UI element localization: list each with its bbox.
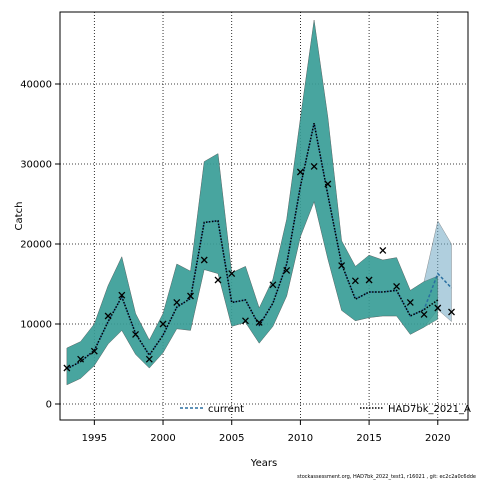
observed-point — [338, 262, 346, 270]
observed-point — [187, 292, 194, 300]
observed-point — [393, 282, 401, 290]
observed-marker-stroke — [379, 246, 387, 254]
series-line-current — [66, 123, 453, 370]
observed-marker-stroke — [406, 298, 414, 306]
footer-note: stockassessment.org, HAD7bk_2022_test1, … — [297, 474, 476, 480]
observed-point — [351, 277, 359, 285]
confidence-bands — [66, 19, 452, 386]
observed-marker-stroke — [351, 277, 359, 285]
observed-marker-stroke — [118, 291, 126, 299]
observed-marker-stroke — [159, 320, 167, 328]
observed-marker-stroke — [200, 256, 208, 264]
observed-marker-stroke — [90, 347, 98, 355]
observed-marker-stroke — [448, 308, 455, 316]
legend: current HAD7bk_2021_A — [180, 404, 471, 415]
y-axis-title: Catch — [14, 202, 25, 231]
x-tick-label: 2000 — [150, 433, 175, 444]
observed-point — [269, 281, 277, 289]
observed-point — [241, 317, 249, 325]
confidence-band-had7bk — [66, 19, 439, 386]
observed-marker-stroke — [77, 355, 85, 363]
observed-point — [200, 256, 208, 264]
observed-point — [310, 162, 318, 170]
observed-point — [296, 168, 304, 176]
observed-marker-stroke — [228, 270, 236, 278]
observed-point — [132, 330, 140, 338]
observed-marker-stroke — [296, 168, 304, 176]
series-line-had7bk — [66, 123, 439, 370]
observed-point — [283, 266, 291, 274]
y-tick-label: 0 — [46, 400, 52, 411]
observed-marker-stroke — [187, 292, 194, 300]
observed-marker-stroke — [104, 312, 112, 320]
observed-point — [104, 312, 112, 320]
observed-marker-stroke — [420, 310, 428, 318]
observed-marker-stroke — [145, 355, 153, 363]
plot-frame — [59, 11, 469, 421]
observed-marker-stroke — [365, 276, 373, 284]
legend-label-current: current — [208, 404, 244, 415]
y-tick-label: 20000 — [20, 240, 52, 251]
observed-marker-stroke — [255, 318, 263, 326]
observed-markers — [63, 162, 455, 372]
y-tick-label: 10000 — [20, 320, 52, 331]
observed-marker-stroke — [434, 304, 442, 312]
observed-point — [214, 276, 222, 284]
observed-point — [365, 276, 373, 284]
axis-ticks: 1995 2000 2005 2010 2015 2020 0 10000 20000 30000… — [20, 80, 450, 445]
observed-point — [448, 308, 455, 316]
x-tick-label: 2015 — [356, 433, 381, 444]
observed-marker-stroke — [324, 180, 332, 188]
observed-point — [77, 355, 85, 363]
observed-point — [118, 291, 126, 299]
observed-marker-stroke — [338, 262, 346, 270]
observed-point — [90, 347, 98, 355]
observed-marker-stroke — [214, 276, 222, 284]
observed-marker-stroke — [283, 266, 291, 274]
observed-point — [379, 246, 387, 254]
observed-point — [228, 270, 236, 278]
observed-point — [173, 298, 181, 306]
observed-point — [145, 355, 153, 363]
y-tick-label: 30000 — [20, 160, 52, 171]
observed-marker-stroke — [173, 298, 181, 306]
x-tick-label: 2020 — [425, 433, 450, 444]
observed-marker-stroke — [310, 162, 318, 170]
observed-point — [420, 310, 428, 318]
observed-point — [255, 318, 263, 326]
observed-point — [434, 304, 442, 312]
series-lines — [66, 123, 453, 370]
x-axis-title: Years — [250, 458, 277, 469]
legend-label-had7bk: HAD7bk_2021_A — [388, 404, 471, 415]
observed-marker-stroke — [63, 364, 71, 372]
y-tick-label: 40000 — [20, 80, 52, 91]
observed-marker-stroke — [132, 330, 140, 338]
observed-point — [159, 320, 167, 328]
observed-point — [324, 180, 332, 188]
observed-marker-stroke — [241, 317, 249, 325]
observed-marker-stroke — [269, 281, 277, 289]
x-tick-label: 1995 — [82, 433, 107, 444]
observed-point — [406, 298, 414, 306]
observed-marker-stroke — [393, 282, 401, 290]
observed-point — [63, 364, 71, 372]
x-tick-label: 2010 — [288, 433, 313, 444]
x-tick-label: 2005 — [219, 433, 244, 444]
